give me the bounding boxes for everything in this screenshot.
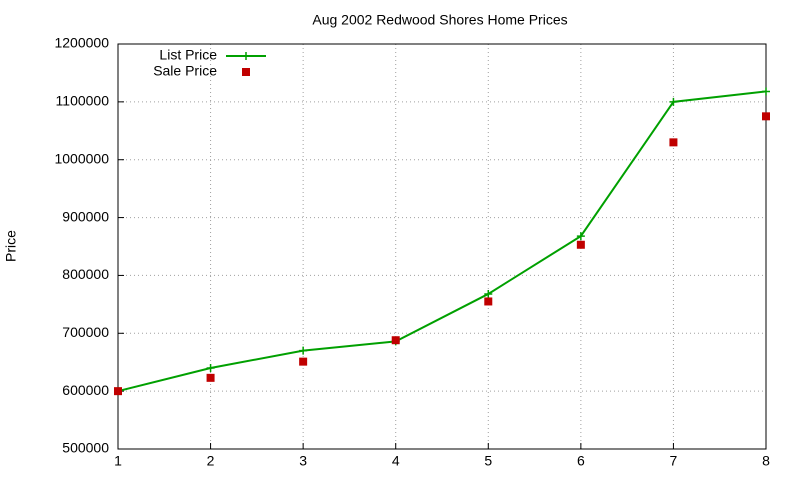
y-tick-label: 600000: [62, 382, 109, 398]
data-point: [669, 97, 678, 106]
data-point: [206, 373, 215, 382]
legend-label: Sale Price: [153, 63, 217, 79]
data-point: [299, 346, 308, 355]
data-point: [484, 297, 493, 306]
y-tick-label: 1000000: [54, 150, 109, 166]
x-tick-label: 3: [299, 453, 307, 469]
y-tick-label: 700000: [62, 324, 109, 340]
data-point: [484, 289, 493, 298]
data-point: [299, 357, 308, 366]
y-axis-label: Price: [3, 230, 19, 262]
data-point: [206, 364, 215, 372]
data-point: [114, 387, 122, 396]
data-point: [576, 232, 585, 241]
x-tick-label: 6: [577, 453, 585, 469]
x-tick-label: 8: [762, 453, 770, 469]
x-tick-label: 2: [207, 453, 215, 469]
y-tick-label: 1100000: [56, 93, 110, 109]
data-point: [762, 87, 770, 96]
data-point: [391, 336, 400, 345]
y-tick-label: 900000: [62, 208, 109, 224]
legend-marker: [242, 52, 250, 60]
y-tick-label: 500000: [62, 440, 109, 456]
data-point: [762, 112, 770, 121]
plot-frame: [117, 43, 767, 450]
y-tick-label: 1200000: [54, 35, 109, 51]
series-line: [117, 90, 767, 393]
y-tick-label: 800000: [62, 266, 109, 282]
x-tick-label: 7: [670, 453, 678, 469]
data-point: [576, 240, 585, 249]
legend-label: List Price: [159, 47, 217, 63]
chart-title: Aug 2002 Redwood Shores Home Prices: [312, 12, 567, 28]
x-tick-label: 4: [392, 453, 400, 469]
x-tick-label: 1: [114, 453, 122, 469]
legend-marker: [242, 68, 250, 76]
x-tick-label: 5: [484, 453, 492, 469]
data-point: [669, 138, 678, 147]
